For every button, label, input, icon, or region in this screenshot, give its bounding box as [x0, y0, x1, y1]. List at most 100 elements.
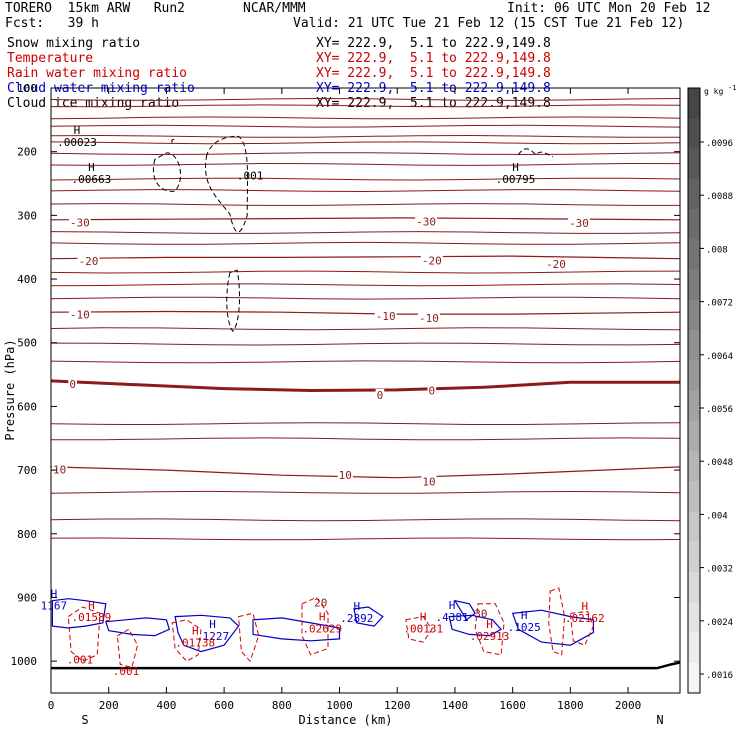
colorbar-segment [688, 390, 700, 422]
plot-frame [50, 87, 681, 694]
max-marker-label: H [74, 124, 81, 137]
colorbar-label: .0032 [706, 565, 733, 575]
isotherm-line [50, 116, 681, 120]
colorbar-segment [688, 541, 700, 573]
rain-contour [569, 610, 594, 646]
cloud-water-contour [511, 609, 594, 646]
rain-contour [67, 606, 101, 662]
max-marker-value: .2892 [340, 612, 373, 625]
max-marker-value: .00795 [496, 173, 536, 186]
isotherm-label-bg [418, 311, 440, 325]
ice-contour [205, 135, 249, 233]
y-tick-label: 800 [17, 528, 37, 541]
rain-contour [116, 628, 139, 669]
isotherm-label: -20 [546, 258, 566, 271]
x-tick-label: 1400 [442, 699, 469, 712]
x-axis-label: Distance (km) [299, 713, 393, 727]
legend-snow-xy: XY= 222.9, 5.1 to 222.9,149.8 [316, 36, 551, 51]
max-marker-value: .001 [113, 665, 140, 678]
x-tick-label: 600 [214, 699, 234, 712]
max-marker-label: H [521, 609, 528, 622]
x-tick-label: 2000 [615, 699, 642, 712]
colorbar-segment [688, 88, 700, 119]
y-tick-label: 400 [17, 273, 37, 286]
max-marker-label: H [192, 624, 199, 637]
colorbar-segment [688, 481, 700, 512]
snow-contour [517, 148, 554, 158]
max-marker-label: H [486, 618, 493, 631]
y-axis-label: Pressure (hPa) [3, 339, 17, 440]
colorbar-label: .0072 [706, 299, 733, 309]
isotherm-line [50, 231, 681, 234]
isotherm-label-bg [415, 215, 438, 229]
cloud-water-contour [51, 598, 107, 629]
isotherm-line [50, 134, 681, 138]
colorbar-label: .0088 [706, 192, 733, 202]
max-marker-label: H [512, 161, 519, 174]
x-tick-label: 200 [99, 699, 119, 712]
init-time: Init: 06 UTC Mon 20 Feb 12 [507, 1, 711, 16]
max-marker-label: H [209, 618, 216, 631]
x-tick-label: 1800 [557, 699, 584, 712]
isotherm-label: 10 [422, 476, 435, 489]
max-marker-label: H [420, 610, 427, 623]
isotherm-label-bg [544, 257, 567, 271]
max-marker-label: H [354, 600, 361, 613]
isotherm-line [50, 342, 681, 346]
isotherm-line [50, 270, 681, 274]
isotherm-label-bg [68, 308, 91, 322]
max-marker-value: .02913 [470, 630, 510, 643]
max-marker-value: .1227 [196, 630, 229, 643]
isotherm-label: -30 [416, 216, 436, 229]
max-marker-value: .00023 [57, 136, 97, 149]
org-title: NCAR/MMM [243, 1, 306, 16]
isotherm-line [50, 537, 681, 541]
isotherm-10 [50, 466, 681, 479]
max-marker-value: .001 [67, 654, 94, 667]
cloud-water-contour [252, 617, 341, 642]
isotherm-label: -10 [376, 310, 396, 323]
isotherm-label-bg [420, 254, 443, 268]
colorbar-segment [688, 572, 700, 603]
forecast-hour: Fcst: 39 h [5, 16, 99, 31]
isotherm-label-bg [427, 384, 437, 398]
isotherm-line [50, 327, 681, 331]
max-marker-label: H [449, 599, 456, 612]
isotherm--30 [50, 217, 681, 221]
isotherm-label: 10 [339, 469, 352, 482]
isotherm-label: 10 [53, 463, 66, 476]
colorbar-label: .0024 [706, 618, 733, 628]
max-marker-label: H [51, 587, 58, 600]
max-marker-value: .02162 [565, 612, 605, 625]
isotherm-line [50, 518, 681, 522]
colorbar-segment [688, 209, 700, 240]
isotherm-label: -20 [422, 255, 442, 268]
isotherm-line [50, 283, 681, 287]
rain-contour [237, 612, 260, 663]
isotherm-label: 0 [429, 385, 436, 398]
legend-temperature-xy: XY= 222.9, 5.1 to 222.9,149.8 [316, 51, 551, 66]
colorbar-segment [688, 330, 700, 361]
colorbar-segment [688, 178, 700, 210]
max-marker-value: .1025 [508, 621, 541, 634]
isotherm-line [50, 97, 681, 101]
colorbar-segment [688, 239, 700, 270]
isotherm-label-bg [52, 463, 68, 477]
isotherm-line [50, 141, 681, 145]
isotherm-line [50, 203, 680, 206]
isotherm-label: -10 [70, 309, 90, 322]
max-marker-value: .00131 [403, 622, 443, 635]
rain-contour [474, 603, 505, 656]
ice-contour [226, 269, 241, 333]
colorbar-segment [688, 420, 700, 452]
cloud-water-contour [174, 614, 240, 653]
colorbar-segment [688, 662, 700, 694]
rain-contour [171, 619, 202, 662]
legend-rain-xy: XY= 222.9, 5.1 to 222.9,149.8 [316, 66, 551, 81]
isotherm-line [50, 177, 681, 181]
colorbar-unit-exponent: -1 [728, 84, 736, 92]
colorbar-label: .0048 [706, 458, 733, 468]
isotherm-line [50, 189, 681, 193]
isotherm-label: -30 [70, 216, 90, 229]
